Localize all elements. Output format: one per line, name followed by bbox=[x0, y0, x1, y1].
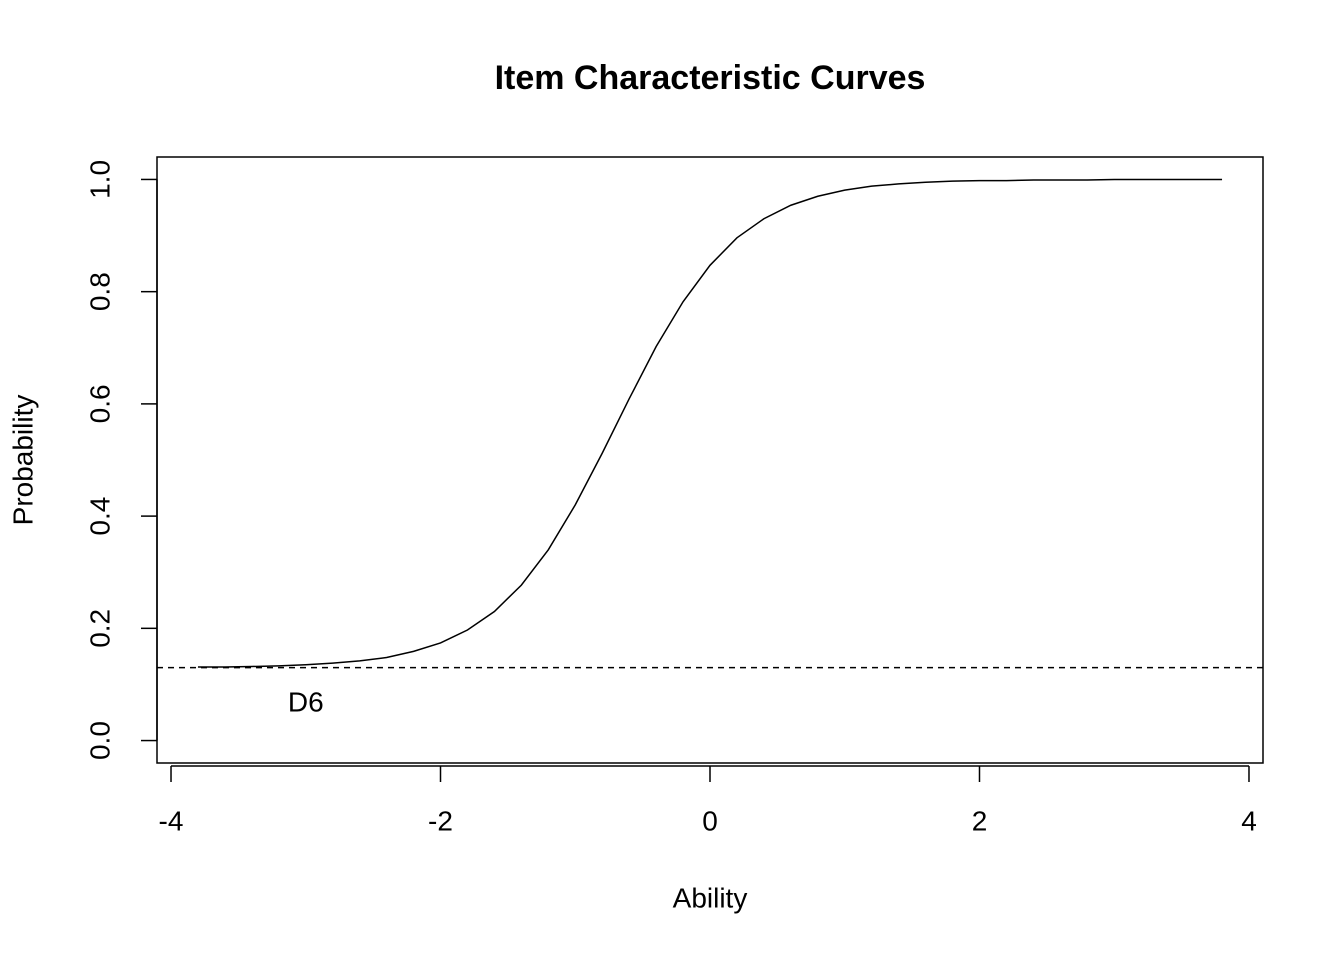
x-tick-label: 4 bbox=[1241, 805, 1257, 836]
y-tick-label: 0.2 bbox=[84, 609, 115, 648]
x-axis-label: Ability bbox=[673, 882, 748, 913]
y-tick-label: 0.4 bbox=[84, 497, 115, 536]
plot-frame bbox=[156, 156, 1264, 764]
y-axis-label: Probability bbox=[7, 395, 38, 526]
curve bbox=[197, 178, 1223, 668]
x-tick-label: 2 bbox=[972, 805, 988, 836]
chart-title: Item Characteristic Curves bbox=[495, 59, 926, 97]
y-tick-label: 0.8 bbox=[84, 272, 115, 311]
x-tick-label: -2 bbox=[428, 805, 453, 836]
annotation: D6 bbox=[288, 686, 324, 717]
x-tick-label: 0 bbox=[702, 805, 718, 836]
x-tick-label: -4 bbox=[159, 805, 184, 836]
y-tick-label: 0.0 bbox=[84, 721, 115, 760]
y-tick-label: 0.6 bbox=[84, 384, 115, 423]
y-tick-label: 1.0 bbox=[84, 160, 115, 199]
